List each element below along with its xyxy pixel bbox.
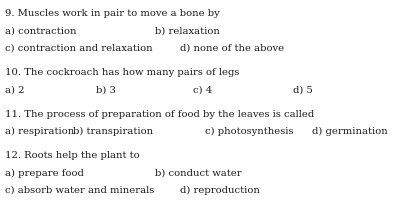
Text: a) contraction: a) contraction	[5, 27, 77, 36]
Text: b) 3: b) 3	[96, 85, 116, 94]
Text: b) transpiration: b) transpiration	[73, 127, 153, 136]
Text: d) germination: d) germination	[312, 127, 388, 136]
Text: 10. The cockroach has how many pairs of legs: 10. The cockroach has how many pairs of …	[5, 68, 239, 77]
Text: a) respiration: a) respiration	[5, 127, 74, 136]
Text: b) relaxation: b) relaxation	[155, 27, 220, 36]
Text: c) absorb water and minerals: c) absorb water and minerals	[5, 186, 154, 195]
Text: 9. Muscles work in pair to move a bone by: 9. Muscles work in pair to move a bone b…	[5, 9, 220, 18]
Text: c) 4: c) 4	[193, 85, 212, 94]
Text: 12. Roots help the plant to: 12. Roots help the plant to	[5, 151, 140, 160]
Text: a) prepare food: a) prepare food	[5, 169, 84, 178]
Text: c) contraction and relaxation: c) contraction and relaxation	[5, 44, 153, 53]
Text: d) 5: d) 5	[293, 85, 313, 94]
Text: d) none of the above: d) none of the above	[180, 44, 285, 53]
Text: d) reproduction: d) reproduction	[180, 186, 260, 195]
Text: 11. The process of preparation of food by the leaves is called: 11. The process of preparation of food b…	[5, 110, 314, 119]
Text: c) photosynthesis: c) photosynthesis	[205, 127, 294, 136]
Text: b) conduct water: b) conduct water	[155, 169, 242, 178]
Text: a) 2: a) 2	[5, 85, 25, 94]
